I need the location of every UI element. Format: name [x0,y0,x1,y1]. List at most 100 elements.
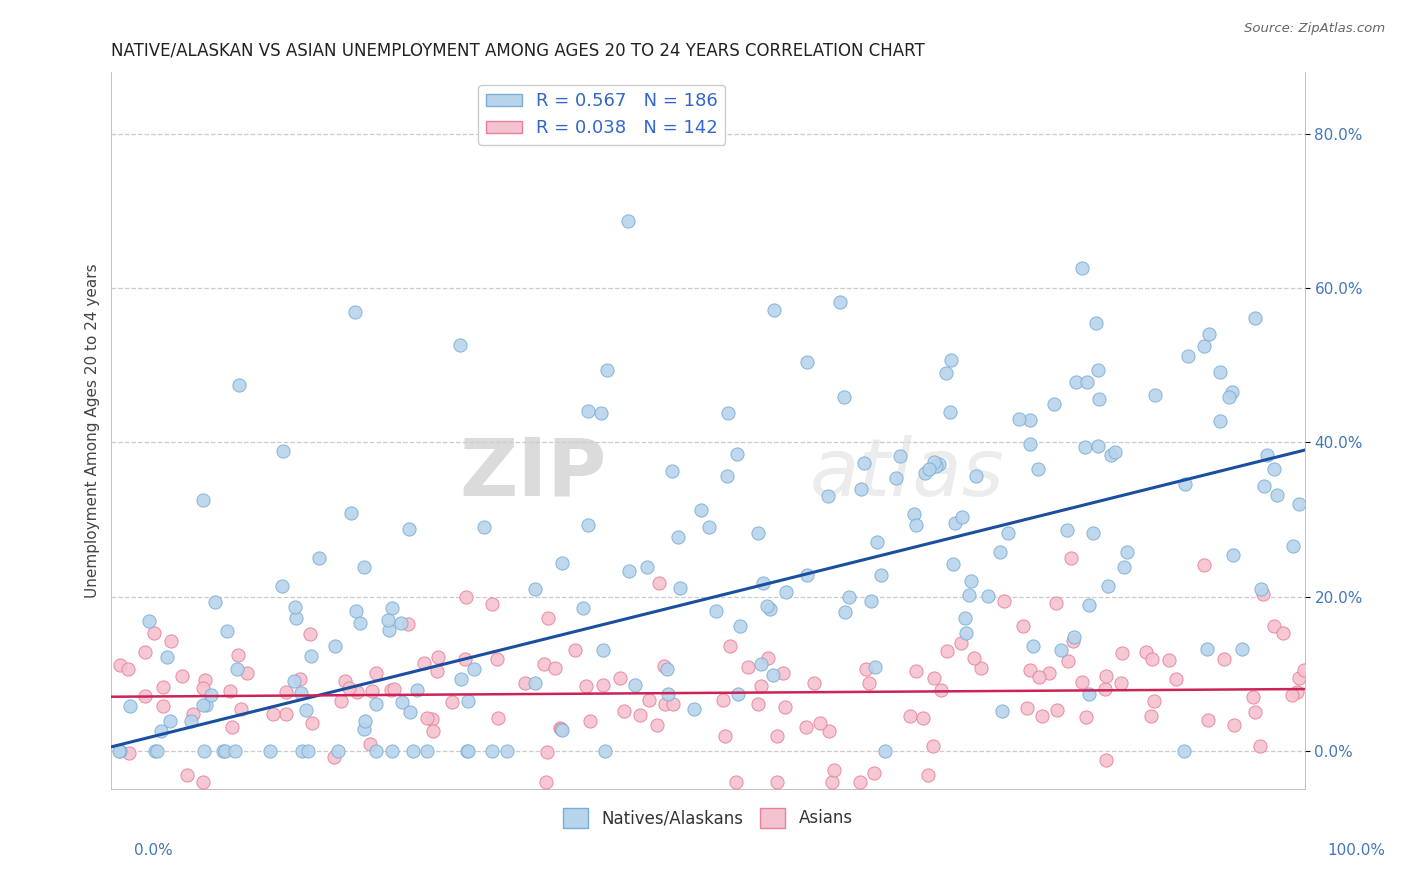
Point [170,669,193,683]
Text: 0.0%: 0.0% [134,843,173,858]
Point [226,648,249,662]
Point [592,643,614,657]
Point [593,744,616,758]
Point [706,604,728,618]
Point [1074,440,1097,454]
Point [922,455,945,469]
Point [718,639,741,653]
Point [274,684,297,698]
Point [333,673,356,688]
Point [353,722,375,736]
Point [865,660,887,674]
Point [863,766,886,780]
Point [176,768,198,782]
Point [849,482,872,496]
Point [747,697,769,711]
Point [1288,497,1310,511]
Point [914,466,936,480]
Point [221,720,243,734]
Point [236,666,259,681]
Point [544,661,567,675]
Point [922,671,945,685]
Point [550,723,572,737]
Point [929,683,952,698]
Point [654,698,676,712]
Point [284,600,307,615]
Point [803,676,825,690]
Point [301,716,323,731]
Point [592,678,614,692]
Point [308,551,330,566]
Point [1249,739,1271,754]
Point [613,704,636,718]
Point [860,593,883,607]
Point [766,730,789,744]
Point [1265,488,1288,502]
Point [1078,687,1101,701]
Point [1028,670,1050,684]
Point [152,680,174,694]
Point [1209,365,1232,379]
Point [638,692,661,706]
Point [1095,669,1118,683]
Point [727,687,749,701]
Point [450,672,472,686]
Point [988,545,1011,559]
Point [1099,448,1122,462]
Point [849,774,872,789]
Point [108,658,131,673]
Point [160,634,183,648]
Point [935,644,957,658]
Point [456,744,478,758]
Point [1111,646,1133,660]
Point [662,697,685,711]
Point [551,557,574,571]
Text: atlas: atlas [810,434,1004,513]
Point [108,744,131,758]
Point [366,744,388,758]
Point [1230,641,1253,656]
Point [1222,548,1244,562]
Text: 100.0%: 100.0% [1327,843,1385,858]
Point [911,710,934,724]
Point [991,704,1014,718]
Point [218,684,240,698]
Point [1085,316,1108,330]
Text: NATIVE/ALASKAN VS ASIAN UNEMPLOYMENT AMONG AGES 20 TO 24 YEARS CORRELATION CHART: NATIVE/ALASKAN VS ASIAN UNEMPLOYMENT AMO… [111,42,925,60]
Point [412,656,434,670]
Point [579,714,602,728]
Point [271,443,294,458]
Point [453,651,475,665]
Point [1140,709,1163,723]
Point [772,666,794,681]
Point [284,610,307,624]
Point [496,744,519,758]
Point [346,604,368,618]
Point [1250,582,1272,596]
Point [572,601,595,615]
Point [457,693,479,707]
Point [796,355,818,369]
Point [340,506,363,520]
Point [1043,397,1066,411]
Point [1282,539,1305,553]
Point [326,744,349,758]
Point [194,698,217,712]
Point [143,744,166,758]
Point [1076,710,1098,724]
Point [1164,672,1187,686]
Point [752,576,775,591]
Text: Source: ZipAtlas.com: Source: ZipAtlas.com [1244,22,1385,36]
Point [276,706,298,721]
Point [226,662,249,676]
Point [1198,326,1220,341]
Point [108,744,131,758]
Point [904,664,927,678]
Point [134,645,156,659]
Point [1135,645,1157,659]
Point [481,744,503,758]
Point [449,338,471,352]
Point [204,595,226,609]
Point [1019,437,1042,451]
Point [337,681,360,695]
